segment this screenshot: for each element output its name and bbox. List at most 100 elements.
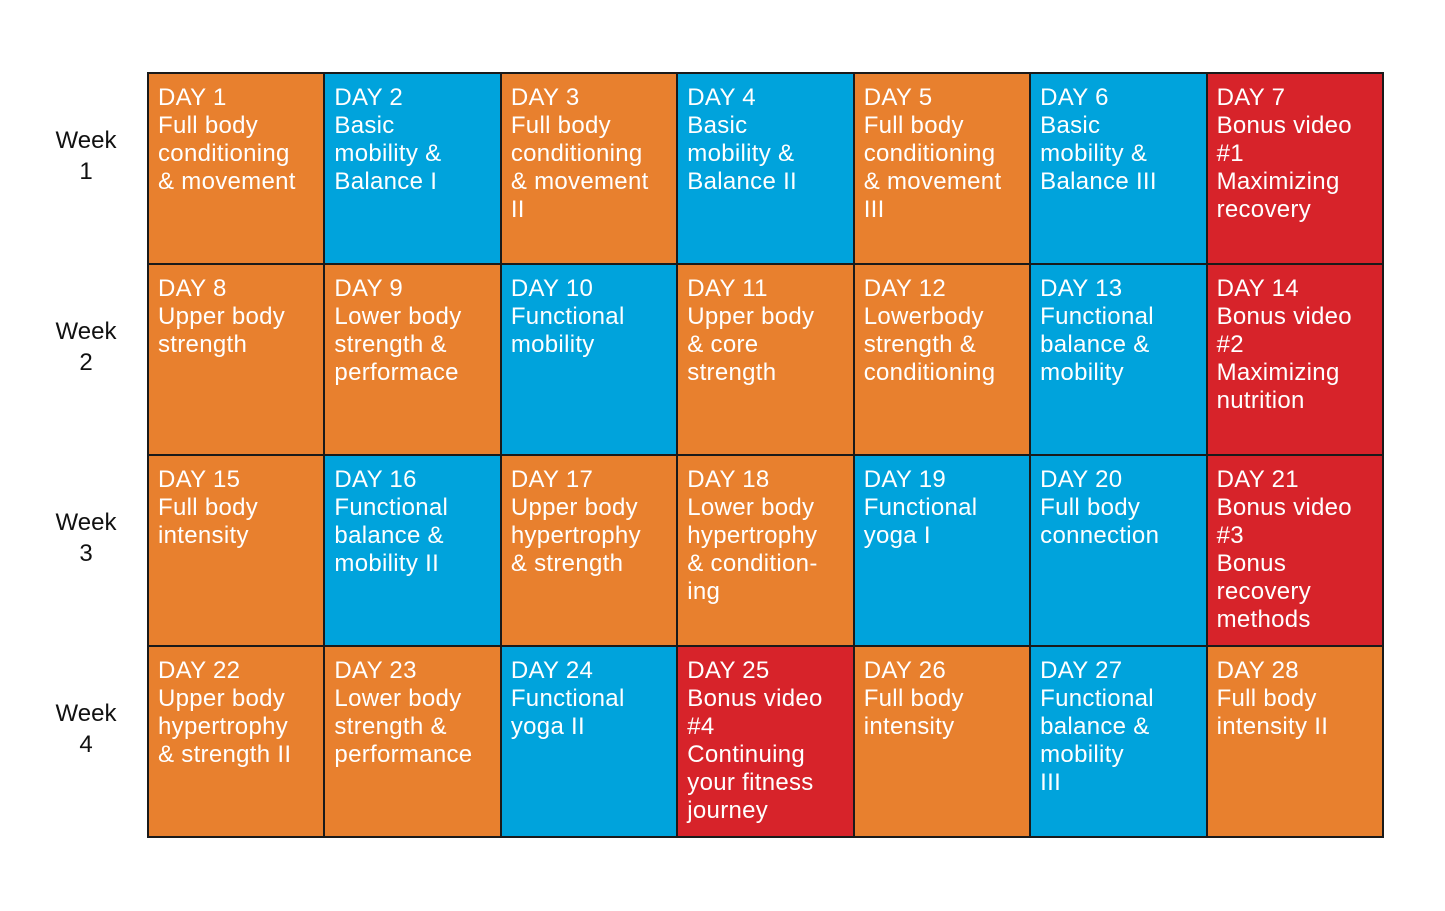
day-title-line: ing [687, 578, 721, 605]
day-title-line: strength [158, 331, 248, 358]
day-number: DAY 28 [1216, 657, 1299, 684]
day-title-line: yoga II [510, 713, 585, 740]
day-title-line: III [863, 196, 885, 223]
day-title-line: Functional [863, 494, 978, 521]
day-number: DAY 27 [1040, 657, 1123, 684]
day-cell: DAY 7 Bonus video #1 Maximizing recovery [1206, 73, 1383, 264]
day-title-line: conditioning [158, 140, 290, 167]
day-title-line: your fitness [687, 769, 814, 796]
day-title-line: mobility II [334, 550, 440, 577]
day-title-line: intensity II [1216, 713, 1329, 740]
day-title-line: balance & [1040, 331, 1150, 358]
day-title-line: strength [687, 359, 777, 386]
day-cell: DAY 15 Full body intensity [148, 455, 325, 646]
day-title-line: conditioning [863, 140, 996, 167]
day-cell: DAY 6 Basic mobility & Balance III [1030, 73, 1207, 264]
day-number: DAY 15 [158, 466, 241, 493]
day-title-line: Basic [334, 112, 395, 139]
day-cell: DAY 19 Functional yoga I [853, 455, 1031, 646]
day-title-line: hypertrophy [687, 522, 818, 549]
day-title-line: Balance III [1040, 168, 1157, 195]
day-title-line: mobility [510, 331, 595, 358]
day-cell: DAY 24 Functional yoga II [500, 646, 678, 837]
day-number: DAY 17 [510, 466, 594, 493]
day-title-line: strength & [863, 331, 977, 358]
day-title-line: & strength II [158, 741, 292, 768]
day-title-line: & strength [510, 550, 624, 577]
day-number: DAY 3 [510, 84, 580, 111]
day-title-line: & core [687, 331, 759, 358]
day-title-line: performance [334, 741, 473, 768]
day-title-line: & condition- [687, 550, 818, 577]
week-label-line: Week [55, 699, 117, 727]
day-cell: DAY 4 Basic mobility & Balance II [677, 73, 854, 264]
day-title-line: Functional [510, 303, 625, 330]
day-cell: DAY 3 Full body conditioning & movement II [500, 73, 678, 264]
day-number: DAY 25 [687, 657, 770, 684]
day-title-line: Bonus [1216, 550, 1287, 577]
day-cell: DAY 2 Basic mobility & Balance I [324, 73, 501, 264]
day-title-line: Continuing [687, 741, 806, 768]
day-title-line: journey [687, 797, 769, 824]
day-title-line: Bonus video [1216, 303, 1352, 330]
day-cell: DAY 25 Bonus video #4 Continuing your fitnes… [677, 646, 854, 837]
day-number: DAY 24 [510, 657, 594, 684]
day-title-line: Functional [334, 494, 449, 521]
day-title-line: connection [1040, 522, 1160, 549]
week-label-line: 2 [79, 348, 93, 376]
day-cell: DAY 12 Lowerbody strength & conditioning [853, 264, 1031, 455]
day-cell: DAY 23 Lower body strength & performance [324, 646, 501, 837]
day-title-line: Maximizing [1216, 359, 1340, 386]
day-title-line: balance & [334, 522, 444, 549]
day-number: DAY 20 [1040, 466, 1123, 493]
day-number: DAY 1 [158, 84, 227, 111]
day-title-line: Bonus video [1216, 494, 1352, 521]
day-number: DAY 7 [1216, 84, 1286, 111]
week-label: Week 1 [30, 125, 142, 187]
day-title-line: Bonus video [687, 685, 823, 712]
day-title-line: yoga I [863, 522, 931, 549]
day-title-line: methods [1216, 606, 1311, 633]
day-title-line: Basic [687, 112, 748, 139]
day-title-line: & movement [510, 168, 649, 195]
day-number: DAY 2 [334, 84, 404, 111]
day-title-line: Full body [863, 112, 964, 139]
day-title-line: Maximizing [1216, 168, 1340, 195]
day-cell: DAY 21 Bonus video #3 Bonus recovery methods [1206, 455, 1383, 646]
day-title-line: #1 [1216, 140, 1244, 167]
day-number: DAY 12 [863, 275, 946, 302]
day-cell: DAY 10 Functional mobility [500, 264, 678, 455]
day-cell: DAY 13 Functional balance & mobility [1030, 264, 1207, 455]
day-title-line: recovery [1216, 578, 1311, 605]
week-label-line: Week [55, 317, 117, 345]
day-number: DAY 10 [510, 275, 594, 302]
day-title-line: mobility & [334, 140, 442, 167]
day-title-line: recovery [1216, 196, 1311, 223]
day-number: DAY 21 [1216, 466, 1299, 493]
day-title-line: Functional [510, 685, 625, 712]
day-title-line: Upper body [158, 303, 286, 330]
day-title-line: Bonus video [1216, 112, 1352, 139]
day-title-line: mobility [1040, 359, 1124, 386]
day-title-line: #3 [1216, 522, 1244, 549]
day-number: DAY 6 [1040, 84, 1109, 111]
day-number: DAY 22 [158, 657, 241, 684]
day-cell: DAY 18 Lower body hypertrophy & condition-i… [677, 455, 854, 646]
day-title-line: Upper body [158, 685, 286, 712]
day-title-line: Upper body [510, 494, 638, 521]
day-title-line: intensity [158, 522, 249, 549]
day-number: DAY 13 [1040, 275, 1123, 302]
day-number: DAY 16 [334, 466, 417, 493]
day-title-line: Balance II [687, 168, 798, 195]
day-cell: DAY 5 Full body conditioning & movement III [853, 73, 1031, 264]
day-title-line: Upper body [687, 303, 815, 330]
day-title-line: conditioning [510, 140, 643, 167]
day-title-line: Full body [158, 112, 259, 139]
day-cell: DAY 27 Functional balance & mobility III [1030, 646, 1207, 837]
day-title-line: Lower body [334, 303, 462, 330]
day-title-line: strength & [334, 331, 447, 358]
day-cell: DAY 14 Bonus video #2 Maximizing nutrition [1206, 264, 1383, 455]
week-label-line: 3 [79, 539, 93, 567]
day-title-line: mobility & [687, 140, 795, 167]
